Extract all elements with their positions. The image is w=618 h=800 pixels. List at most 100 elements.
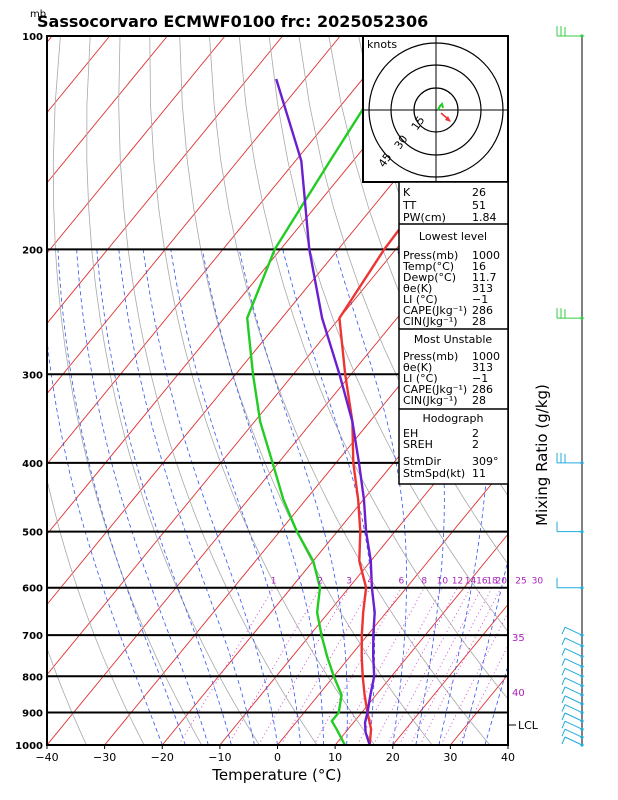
ll-li-label: LI (°C) — [403, 293, 438, 306]
mixing-ratio-label: 6 — [399, 577, 405, 587]
unit-label: mb — [30, 9, 46, 20]
dry-adiabat-line — [238, 36, 508, 700]
temperature-tick-label: −10 — [208, 751, 231, 764]
index-tt-value: 51 — [472, 199, 486, 212]
isotherm-line — [47, 36, 226, 254]
x-axis-label: Temperature (°C) — [211, 766, 341, 784]
isotherm-line — [334, 533, 508, 745]
dry-adiabat-line — [149, 36, 375, 745]
wind-barb-flag — [561, 677, 566, 685]
isotherm-line — [47, 36, 168, 184]
hb-eh-label: EH — [403, 427, 418, 440]
profile-lines — [245, 36, 508, 745]
mixing-ratio-label: 14 — [465, 577, 477, 587]
ll-temp-label: Temp(°C) — [402, 260, 454, 273]
mixing-ratio-line — [356, 587, 443, 745]
mixing-ratio-label: 12 — [452, 577, 463, 587]
temperature-tick-label: 20 — [386, 751, 400, 764]
most-unstable-title: Most Unstable — [414, 333, 493, 346]
theta-e-label-35: 35 — [512, 633, 525, 644]
mixing-ratio-line — [313, 587, 402, 745]
index-k-value: 26 — [472, 186, 486, 199]
mu-li-label: LI (°C) — [403, 372, 438, 385]
dry-adiabat-line — [47, 477, 145, 745]
dewpoint-profile-line — [245, 36, 411, 745]
mu-press-value: 1000 — [472, 350, 500, 363]
wind-barb — [564, 677, 583, 687]
dry-adiabat-line — [298, 36, 508, 565]
storm-motion-arrowhead — [445, 116, 451, 122]
mixing-ratio-label: 1 — [271, 577, 277, 587]
temperature-tick-label: 0 — [274, 751, 281, 764]
wind-barb-flag — [561, 648, 566, 656]
moist-adiabat-line — [484, 664, 508, 745]
pressure-tick-label: 200 — [22, 245, 43, 256]
isotherm-line — [392, 603, 508, 745]
mixing-ratio-label: 4 — [368, 577, 374, 587]
temperature-tick-label: −20 — [151, 751, 174, 764]
pressure-tick-label: 100 — [22, 32, 43, 43]
wind-barb-flag — [561, 729, 566, 737]
dry-adiabat-line — [268, 36, 508, 633]
wind-barb-flag — [561, 637, 566, 646]
mixing-ratio-label: 18 — [486, 577, 498, 587]
wind-barb — [564, 712, 583, 722]
lcl-label: LCL — [518, 719, 539, 732]
ll-thetae-label: θe(K) — [403, 282, 432, 295]
mixing-ratio-line — [227, 587, 321, 745]
moist-adiabat-line — [170, 249, 301, 745]
mu-cin-label: CIN(Jkg⁻¹) — [403, 394, 458, 407]
isotherm-line — [47, 36, 399, 465]
temperature-tick-label: 40 — [501, 751, 515, 764]
mu-press-label: Press(mb) — [403, 350, 458, 363]
dry-adiabat-line — [47, 647, 87, 745]
mixing-ratio-line — [419, 587, 502, 745]
wind-barb-flag — [561, 721, 566, 729]
wind-barb-flag — [561, 658, 566, 666]
pressure-tick-label: 900 — [22, 709, 43, 720]
temperature-tick-label: 10 — [328, 751, 342, 764]
pressure-tick-label: 500 — [22, 528, 43, 539]
temperature-tick-label: −40 — [35, 751, 58, 764]
temperature-ticks: −40 −30 −20 −10 0 10 20 30 40 — [35, 745, 515, 764]
wind-barb — [564, 686, 583, 696]
wind-barb-flag — [561, 712, 566, 721]
dry-adiabat-line — [597, 36, 618, 745]
ll-press-label: Press(mb) — [403, 249, 458, 262]
wind-barb — [564, 695, 583, 705]
hb-stmdir-label: StmDir — [403, 455, 442, 468]
lowest-level-title: Lowest level — [419, 230, 487, 243]
right-axis-label: Mixing Ratio (g/kg) — [533, 384, 551, 526]
moist-adiabat-line — [96, 249, 232, 745]
mixing-ratio-label: 10 — [437, 577, 449, 587]
wind-barb — [564, 637, 583, 647]
hb-stmdir-value: 309° — [472, 455, 499, 468]
mixing-ratio-label: 25 — [515, 577, 526, 587]
moist-adiabat-line — [282, 249, 376, 745]
dry-adiabat-line — [86, 36, 260, 745]
dry-adiabat-line — [179, 36, 433, 745]
pressure-ticks: 100 200 300 400 500 600 700 800 900 1000 — [15, 32, 43, 752]
wind-barb-flag — [561, 626, 566, 635]
temperature-tick-label: −30 — [93, 751, 116, 764]
ll-dewp-value: 11.7 — [472, 271, 497, 284]
mixing-ratio-line — [337, 587, 425, 745]
ll-cin-label: CIN(Jkg⁻¹) — [403, 315, 458, 328]
mixing-ratio-label: 30 — [532, 577, 544, 587]
wind-barb — [564, 704, 583, 714]
ll-thetae-value: 313 — [472, 282, 493, 295]
isotherm-line — [47, 36, 341, 395]
mu-cape-value: 286 — [472, 383, 493, 396]
wind-barb-flag — [561, 686, 566, 695]
mixing-ratio-label: 20 — [496, 577, 508, 587]
ll-dewp-label: Dewp(°C) — [403, 271, 456, 284]
isotherm-line — [47, 36, 456, 535]
mixing-ratio-label: 16 — [476, 577, 488, 587]
mixing-ratio-label: 2 — [317, 577, 323, 587]
mu-cin-value: 28 — [472, 394, 486, 407]
mu-thetae-label: θe(K) — [403, 361, 432, 374]
index-k-label: K — [403, 186, 411, 199]
hodograph-trace-green — [437, 102, 444, 111]
index-pw-label: PW(cm) — [403, 211, 446, 224]
